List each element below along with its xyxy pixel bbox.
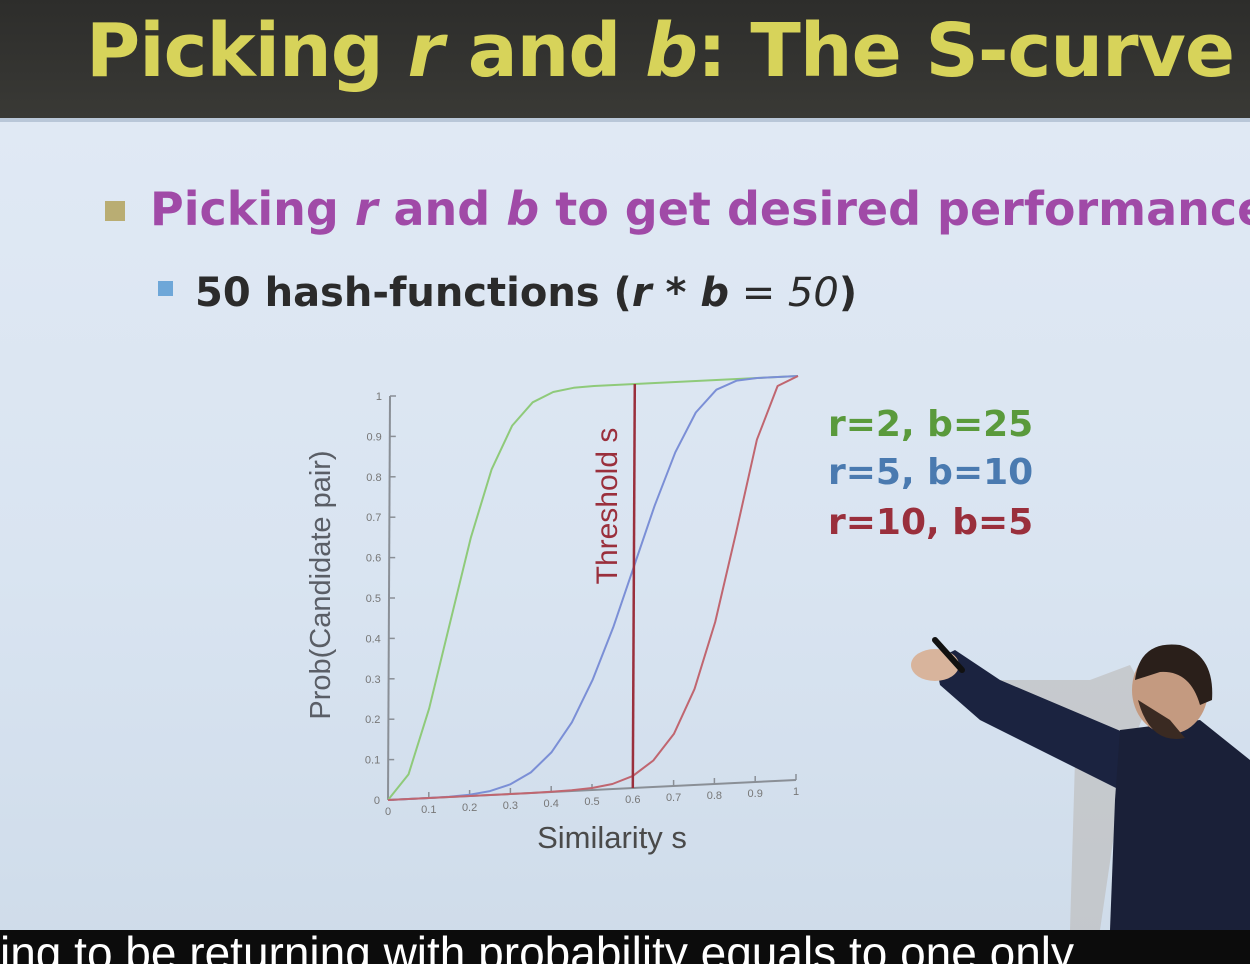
slide-title-bar: Picking r and b: The S-curve bbox=[0, 0, 1250, 125]
presenter-hair bbox=[1135, 644, 1213, 705]
y-tick-label: 0.1 bbox=[365, 755, 380, 767]
presenter-arm bbox=[935, 650, 1145, 790]
x-tick-label: 0.4 bbox=[544, 798, 559, 810]
y-tick-label: 0.7 bbox=[366, 512, 381, 524]
y-tick-label: 0.8 bbox=[366, 472, 381, 484]
slide-title: Picking r and b: The S-curve bbox=[86, 8, 1235, 94]
bullet-sub: 50 hash-functions (r * b = 50) bbox=[195, 270, 858, 316]
x-tick-label: 0.1 bbox=[421, 804, 436, 816]
x-axis-label: Similarity s bbox=[537, 820, 687, 855]
laser-pointer bbox=[932, 637, 965, 673]
legend-entry-r5-b10: r=5, b=10 bbox=[828, 452, 1034, 493]
series-line-r2-b25 bbox=[387, 375, 799, 801]
y-tick-label: 0.2 bbox=[365, 714, 380, 726]
legend-entry-r2-b25: r=2, b=25 bbox=[828, 404, 1034, 445]
y-tick-label: 0 bbox=[374, 795, 380, 807]
bullet-main: Picking r and b to get desired performan… bbox=[150, 182, 1250, 236]
subtitle-text: ing to be returning with probability equ… bbox=[0, 930, 1075, 964]
y-axis-label: Prob(Candidate pair) bbox=[305, 450, 337, 719]
threshold-line bbox=[631, 383, 637, 789]
x-tick-label: 0.8 bbox=[707, 790, 722, 802]
y-tick-label: 0.6 bbox=[366, 553, 381, 565]
slide-body bbox=[0, 118, 1250, 938]
x-tick-label: 0.6 bbox=[625, 794, 640, 806]
series-line-r10-b5 bbox=[387, 375, 799, 801]
y-tick-label: 0.5 bbox=[366, 593, 381, 605]
y-tick-label: 0.9 bbox=[367, 431, 382, 443]
threshold-label: Threshold s bbox=[591, 428, 624, 585]
x-tick-label: 0.2 bbox=[462, 802, 477, 814]
x-tick-label: 0.5 bbox=[584, 796, 599, 808]
subtitle-bar: ing to be returning with probability equ… bbox=[0, 930, 1250, 964]
y-tick-label: 0.4 bbox=[366, 633, 381, 645]
bullet-square-icon bbox=[105, 201, 125, 221]
x-tick-label: 0.9 bbox=[748, 788, 763, 800]
x-tick-label: 0.7 bbox=[666, 792, 681, 804]
x-tick-label: 1 bbox=[793, 786, 799, 798]
slide-divider bbox=[0, 118, 1250, 122]
x-tick-label: 0.3 bbox=[503, 800, 518, 812]
presenter-hand bbox=[911, 649, 959, 681]
presenter-body bbox=[1110, 720, 1250, 930]
x-tick-label: 0 bbox=[385, 806, 391, 818]
y-tick-label: 0.3 bbox=[365, 674, 380, 686]
y-tick-label: 1 bbox=[376, 391, 382, 403]
sub-bullet-square-icon bbox=[158, 281, 173, 296]
legend-entry-r10-b5: r=10, b=5 bbox=[828, 502, 1034, 543]
presenter-beard bbox=[1138, 700, 1185, 739]
